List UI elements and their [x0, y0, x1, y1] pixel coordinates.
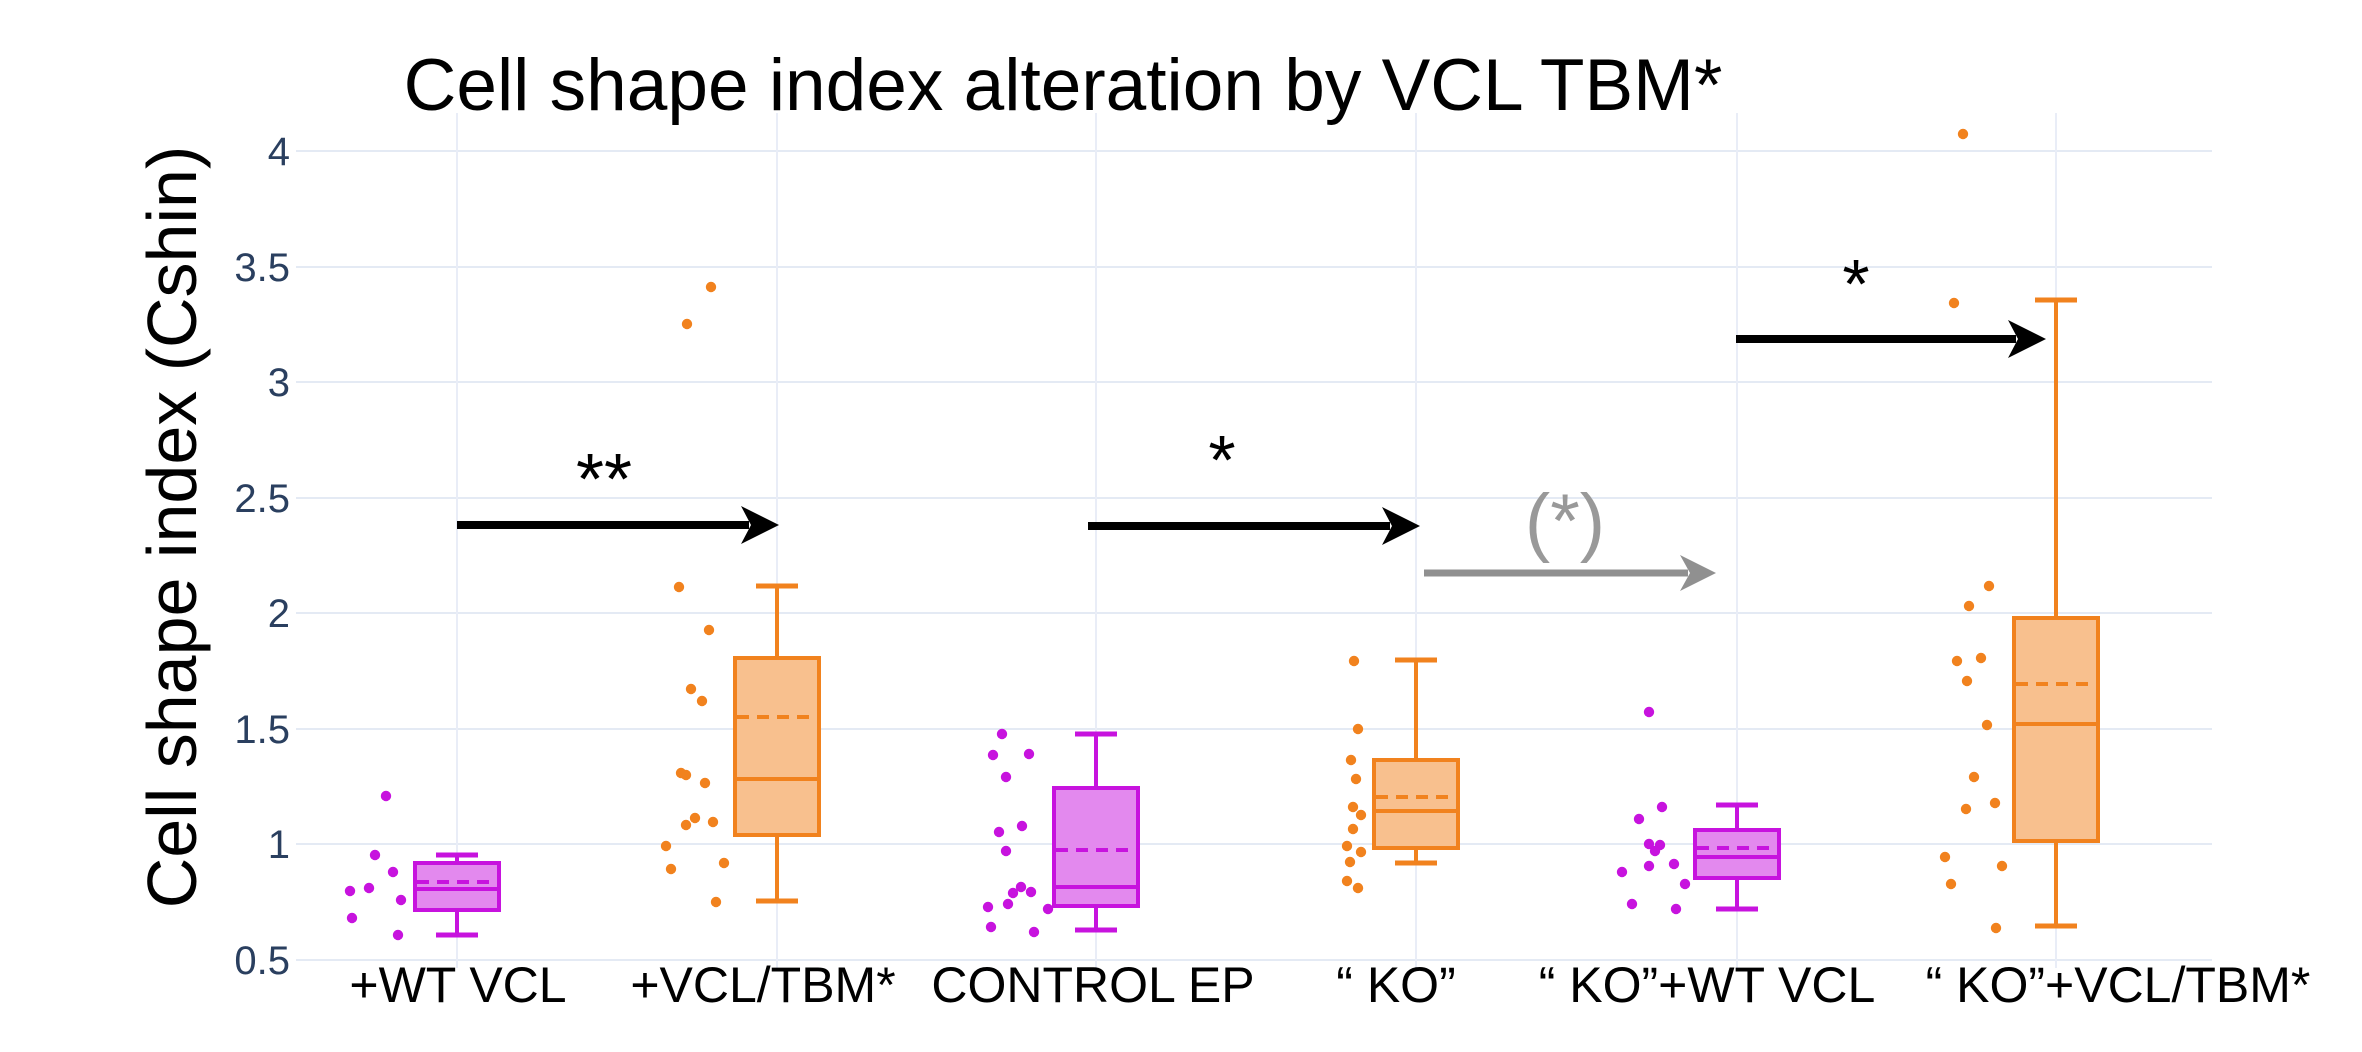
svg-text:1: 1: [268, 823, 290, 867]
svg-text:(*): (*): [1525, 479, 1605, 564]
svg-text:“ KO”: “ KO”: [1336, 957, 1455, 1013]
svg-text:1.5: 1.5: [234, 708, 290, 752]
svg-text:4: 4: [268, 130, 290, 174]
svg-text:*: *: [1208, 421, 1235, 499]
svg-text:“ KO”+VCL/TBM*: “ KO”+VCL/TBM*: [1926, 957, 2311, 1013]
svg-text:*: *: [1842, 245, 1869, 323]
svg-text:Cell shape index (Cshin): Cell shape index (Cshin): [133, 146, 211, 909]
svg-text:2: 2: [268, 592, 290, 636]
svg-text:Cell shape index alteration by: Cell shape index alteration by VCL TBM*: [404, 45, 1723, 126]
svg-text:“ KO”+WT VCL: “ KO”+WT VCL: [1539, 957, 1876, 1013]
svg-text:0.5: 0.5: [234, 939, 290, 983]
svg-text:+VCL/TBM*: +VCL/TBM*: [630, 957, 895, 1013]
svg-text:3: 3: [268, 361, 290, 405]
svg-text:2.5: 2.5: [234, 477, 290, 521]
svg-text:3.5: 3.5: [234, 246, 290, 290]
svg-text:**: **: [576, 440, 632, 520]
svg-text:+WT VCL: +WT VCL: [349, 957, 566, 1013]
svg-text:CONTROL EP: CONTROL EP: [931, 957, 1254, 1013]
